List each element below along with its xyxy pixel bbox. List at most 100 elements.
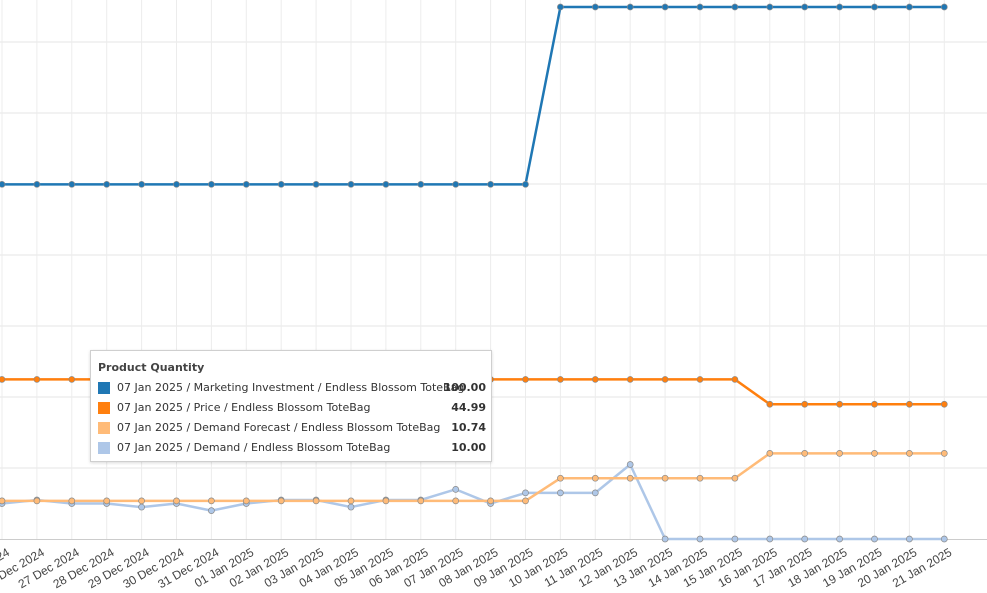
data-point[interactable]	[591, 489, 599, 497]
data-point[interactable]	[801, 535, 809, 543]
data-point[interactable]	[836, 535, 843, 543]
data-point[interactable]	[242, 497, 250, 505]
data-point[interactable]	[33, 376, 41, 383]
data-point[interactable]	[871, 535, 878, 543]
data-point[interactable]	[626, 376, 634, 383]
data-point[interactable]	[242, 180, 250, 188]
data-point[interactable]	[661, 474, 669, 482]
data-point[interactable]	[138, 497, 145, 505]
data-point[interactable]	[766, 449, 774, 457]
data-point[interactable]	[277, 180, 285, 188]
tooltip-swatch	[98, 442, 110, 454]
data-point[interactable]	[626, 3, 634, 11]
data-point[interactable]	[940, 400, 948, 408]
data-point[interactable]	[452, 485, 460, 493]
data-point[interactable]	[731, 535, 739, 543]
data-point[interactable]	[766, 3, 774, 11]
data-point[interactable]	[906, 449, 913, 457]
data-point[interactable]	[801, 3, 809, 11]
data-point[interactable]	[522, 376, 529, 383]
data-point[interactable]	[731, 376, 739, 383]
data-point[interactable]	[626, 461, 634, 468]
data-point[interactable]	[138, 503, 145, 511]
data-point[interactable]	[940, 449, 948, 457]
data-point[interactable]	[0, 376, 6, 383]
data-point[interactable]	[382, 497, 390, 505]
data-point[interactable]	[103, 497, 111, 505]
data-point[interactable]	[417, 180, 425, 188]
data-point[interactable]	[522, 497, 529, 505]
data-point[interactable]	[522, 489, 529, 497]
data-point[interactable]	[33, 180, 41, 188]
data-point[interactable]	[208, 507, 215, 514]
data-point[interactable]	[33, 497, 41, 505]
data-point[interactable]	[626, 474, 634, 482]
tooltip-title: Product Quantity	[98, 361, 205, 374]
data-point[interactable]	[836, 3, 843, 11]
data-point[interactable]	[696, 474, 704, 482]
data-point[interactable]	[731, 474, 739, 482]
data-point[interactable]	[103, 180, 111, 188]
data-point[interactable]	[522, 180, 529, 188]
data-point[interactable]	[347, 503, 355, 511]
data-point[interactable]	[68, 497, 76, 505]
series-marketing-investment	[0, 3, 948, 188]
data-point[interactable]	[208, 180, 215, 188]
data-point[interactable]	[0, 180, 6, 188]
data-point[interactable]	[871, 3, 878, 11]
data-point[interactable]	[906, 535, 913, 543]
data-point[interactable]	[591, 376, 599, 383]
tooltip-row-label: 07 Jan 2025 / Demand Forecast / Endless …	[117, 421, 441, 434]
data-point[interactable]	[801, 449, 809, 457]
data-point[interactable]	[487, 497, 494, 505]
data-point[interactable]	[208, 497, 215, 505]
data-point[interactable]	[766, 400, 774, 408]
data-point[interactable]	[487, 180, 494, 188]
data-point[interactable]	[591, 474, 599, 482]
data-point[interactable]	[312, 497, 320, 505]
tooltip-row-price: 07 Jan 2025 / Price / Endless Blossom To…	[98, 401, 488, 415]
tooltip-swatch	[98, 382, 110, 394]
data-point[interactable]	[68, 180, 76, 188]
data-point[interactable]	[0, 497, 6, 505]
data-point[interactable]	[696, 376, 704, 383]
data-point[interactable]	[906, 400, 913, 408]
data-point[interactable]	[452, 497, 460, 505]
data-point[interactable]	[173, 180, 180, 188]
data-point[interactable]	[696, 535, 704, 543]
data-point[interactable]	[696, 3, 704, 11]
data-point[interactable]	[801, 400, 809, 408]
data-point[interactable]	[661, 535, 669, 543]
data-point[interactable]	[591, 3, 599, 11]
data-point[interactable]	[557, 489, 564, 497]
data-point[interactable]	[382, 180, 390, 188]
tooltip-swatch	[98, 422, 110, 434]
data-point[interactable]	[871, 449, 878, 457]
data-point[interactable]	[557, 3, 564, 11]
tooltip-row-demand-forecast: 07 Jan 2025 / Demand Forecast / Endless …	[98, 421, 488, 435]
tooltip-row-value: 100.00	[443, 381, 486, 394]
data-point[interactable]	[766, 535, 774, 543]
data-point[interactable]	[417, 497, 425, 505]
data-point[interactable]	[173, 497, 180, 505]
data-point[interactable]	[661, 376, 669, 383]
data-point[interactable]	[138, 180, 145, 188]
data-point[interactable]	[452, 180, 460, 188]
data-point[interactable]	[940, 535, 948, 543]
data-point[interactable]	[347, 497, 355, 505]
data-point[interactable]	[347, 180, 355, 188]
tooltip-row-label: 07 Jan 2025 / Marketing Investment / End…	[117, 381, 465, 394]
data-point[interactable]	[731, 3, 739, 11]
data-point[interactable]	[277, 497, 285, 505]
data-point[interactable]	[661, 3, 669, 11]
data-point[interactable]	[68, 376, 76, 383]
data-point[interactable]	[836, 400, 843, 408]
data-point[interactable]	[940, 3, 948, 11]
data-point[interactable]	[836, 449, 843, 457]
data-point[interactable]	[557, 474, 564, 482]
data-point[interactable]	[906, 3, 913, 11]
data-point[interactable]	[312, 180, 320, 188]
data-point[interactable]	[871, 400, 878, 408]
data-point[interactable]	[557, 376, 564, 383]
